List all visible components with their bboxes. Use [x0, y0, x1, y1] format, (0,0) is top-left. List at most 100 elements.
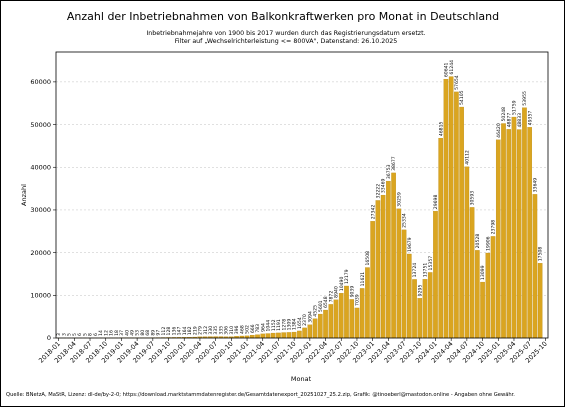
y-tick-label: 10000	[30, 292, 51, 300]
bar-value-label: 89	[150, 330, 156, 336]
bar	[276, 332, 281, 339]
bar	[417, 298, 423, 339]
bar-value-label: 60641	[444, 62, 450, 77]
bar-value-label: 97	[156, 330, 162, 336]
bar-value-label: 36753	[386, 164, 392, 179]
bar	[380, 194, 386, 339]
bar-value-label: 7872	[328, 291, 334, 303]
bar	[464, 166, 470, 339]
bar-value-label: 29698	[433, 195, 439, 210]
bar-value-label: 6548	[323, 296, 329, 308]
bar-value-label: 12179	[344, 269, 350, 284]
bar	[265, 333, 271, 339]
bar-value-label: 19679	[407, 237, 413, 252]
bar-value-label: 3	[61, 333, 67, 336]
bar	[422, 279, 428, 339]
bar-value-label: 51759	[512, 100, 518, 115]
y-tick-label: 30000	[30, 206, 51, 214]
bar	[255, 334, 260, 339]
bar-value-label: 19906	[485, 236, 491, 251]
y-axis-label: Anzahl	[20, 184, 28, 206]
bar-value-label: 468	[239, 325, 245, 334]
bar	[396, 208, 402, 339]
bar	[427, 272, 433, 339]
bar-value-label: 37	[119, 330, 125, 336]
bar	[297, 330, 302, 339]
bar-value-label: 7039	[355, 294, 361, 306]
bar-value-label: 10490	[339, 277, 345, 292]
bar	[359, 288, 365, 339]
bar-value-label: 18	[114, 330, 120, 336]
bar-value-label: 40112	[464, 150, 470, 165]
chart-subtitle-line-2: Filter auf „Wechselrichterleistung <= 80…	[175, 38, 398, 45]
bar-value-label: 8	[88, 333, 94, 336]
bar	[433, 211, 438, 339]
source-note: Quelle: BNetzA, MaStR, Lizenz: dl-de/by-…	[6, 392, 515, 398]
bar-value-label: 330	[208, 326, 214, 335]
bar-value-label: 48833	[517, 113, 523, 128]
bar	[448, 76, 454, 339]
bar-value-label: 30593	[470, 191, 476, 206]
bar	[365, 267, 370, 339]
bar-value-label: 335	[218, 326, 224, 335]
bar-value-label: 49	[129, 330, 135, 336]
bar	[480, 281, 485, 339]
bar-value-label: 8940	[334, 286, 340, 298]
bar-value-label: 48877	[506, 113, 512, 128]
bar-value-label: 33469	[381, 178, 387, 193]
bar-value-label: 5601	[318, 300, 324, 312]
bar-value-label: 33649	[533, 178, 539, 193]
y-tick-label: 50000	[30, 121, 51, 129]
bar	[443, 78, 449, 339]
bar-value-label: 27342	[370, 205, 376, 220]
bar-value-label: 49357	[527, 111, 533, 126]
bar	[454, 91, 459, 339]
bar-value-label: 335	[213, 326, 219, 335]
bar-value-label: 147	[177, 327, 183, 336]
bar-value-label: 17508	[538, 247, 544, 262]
bar-value-label: 38677	[391, 156, 397, 171]
bar-value-label: 2370	[302, 314, 308, 326]
bar-value-label: 9039	[349, 286, 355, 298]
bar	[370, 221, 375, 339]
bar	[281, 332, 286, 339]
bar	[260, 333, 266, 339]
bar-value-label: 3	[56, 333, 62, 336]
bar-value-label: 396	[234, 325, 240, 334]
bar-value-labels: 3 3 5 5 6 5 8 6 14 12 16 18 37 40 49 53 80 68 89 97 112 128 13…	[56, 60, 544, 336]
bar	[469, 207, 475, 339]
bar-value-label: 666	[250, 324, 256, 333]
bar-value-label: 964	[260, 323, 266, 332]
y-tick-label: 40000	[30, 163, 51, 171]
bar	[391, 172, 396, 339]
bar-value-label: 5	[67, 333, 73, 336]
bar-value-label: 16	[109, 330, 115, 336]
bar-value-label: 13724	[412, 263, 418, 278]
bar	[270, 332, 276, 339]
bars	[56, 76, 543, 339]
bar	[407, 253, 412, 339]
bar-value-label: 128	[166, 327, 172, 336]
bar-value-label: 16508	[365, 251, 371, 266]
bar-value-label: 20528	[475, 234, 481, 249]
bar	[475, 250, 480, 339]
bar-value-label: 30259	[396, 192, 402, 207]
bar-value-label: 61244	[449, 60, 455, 75]
bar-value-label: 53955	[522, 91, 528, 106]
bar-value-label: 14	[98, 330, 104, 336]
bar-value-label: 136	[171, 327, 177, 336]
bar-value-label: 219	[192, 326, 198, 335]
bar	[401, 229, 407, 339]
y-tick-label: 60000	[30, 78, 51, 86]
bar	[438, 138, 443, 339]
bar	[307, 324, 313, 339]
bar	[291, 331, 297, 339]
y-axis-ticks: 0 10000 20000 30000 40000 50000 60000	[30, 78, 56, 342]
bar	[354, 307, 360, 339]
bar-value-label: 15357	[428, 256, 434, 271]
y-tick-label: 0	[47, 334, 51, 342]
bar	[312, 318, 318, 339]
bar	[537, 263, 543, 339]
bar-value-label: 46420	[496, 123, 502, 138]
bar-value-label: 112	[161, 327, 167, 336]
